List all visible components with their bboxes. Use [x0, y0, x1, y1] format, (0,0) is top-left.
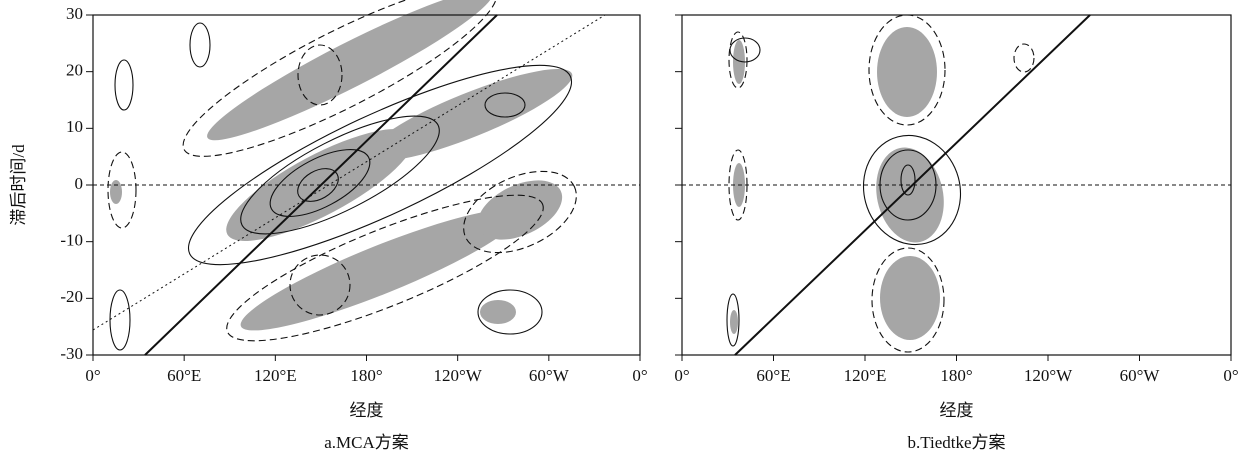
shading [207, 0, 493, 141]
x-tick-label: 0° [674, 366, 689, 385]
contour [871, 247, 945, 353]
x-axis-label: 经度 [940, 401, 974, 420]
contour [189, 22, 211, 68]
y-tick-label: 30 [66, 4, 83, 23]
x-axis-label: 经度 [350, 401, 384, 420]
y-axis-label: 滞后时间/d [9, 144, 28, 226]
reference-line [92, 14, 606, 331]
x-tick-label: 120°W [433, 366, 482, 385]
x-tick-label: 60°W [529, 366, 570, 385]
shading [880, 256, 940, 340]
x-tick-label: 60°E [756, 366, 790, 385]
contour [114, 59, 134, 111]
shading [367, 69, 573, 161]
contour [187, 64, 573, 266]
contour [477, 289, 543, 335]
contour [240, 115, 440, 235]
x-tick-label: 0° [632, 366, 647, 385]
contour [726, 293, 740, 347]
x-tick-label: 0° [85, 366, 100, 385]
shading [480, 300, 516, 324]
panel-caption: a.MCA方案 [324, 433, 409, 452]
y-tick-label: 20 [66, 61, 83, 80]
shading [877, 27, 937, 117]
contour [900, 164, 916, 196]
x-tick-label: 60°E [167, 366, 201, 385]
x-tick-label: 60°W [1120, 366, 1161, 385]
x-tick-label: 120°W [1024, 366, 1073, 385]
contour [289, 254, 351, 316]
reference-line [734, 14, 1091, 356]
y-tick-label: -20 [60, 287, 83, 306]
x-tick-label: 120°E [254, 366, 297, 385]
contour [484, 92, 526, 118]
y-tick-label: -10 [60, 231, 83, 250]
panel-b-field [682, 14, 1231, 356]
contour [862, 134, 962, 246]
contour [463, 170, 577, 254]
y-tick-label: -30 [60, 344, 83, 363]
contour [109, 289, 131, 351]
panel-caption: b.Tiedtke方案 [907, 433, 1005, 452]
y-tick-label: 10 [66, 117, 83, 136]
shading [730, 310, 738, 334]
x-tick-label: 120°E [844, 366, 887, 385]
contour [728, 31, 748, 89]
contour [1013, 43, 1035, 73]
contour [269, 149, 371, 217]
contour [182, 0, 498, 157]
shading [477, 180, 563, 240]
shading [733, 40, 745, 84]
y-tick-label: 0 [75, 174, 84, 193]
contour [226, 194, 544, 342]
contour [107, 151, 137, 229]
contour [297, 44, 343, 106]
shading [240, 209, 520, 331]
panel-a-field [92, 0, 640, 356]
x-tick-label: 180° [350, 366, 382, 385]
contour [297, 168, 339, 202]
x-tick-label: 0° [1223, 366, 1238, 385]
shading [110, 180, 122, 204]
x-tick-label: 180° [940, 366, 972, 385]
